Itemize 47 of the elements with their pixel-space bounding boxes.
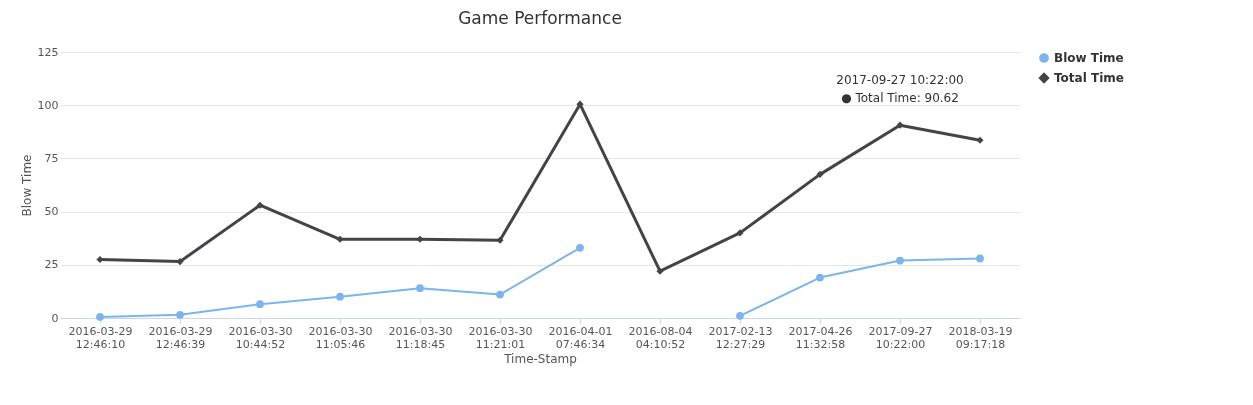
y-tick-label: 0 <box>51 311 59 325</box>
y-tick-label: 25 <box>44 258 59 272</box>
y-tick-label: 50 <box>44 205 59 219</box>
point <box>256 201 264 209</box>
x-tick-label: 2016-04-01 07:46:34 <box>548 324 613 351</box>
point <box>336 235 344 243</box>
annotation: 2017-09-27 10:22:00 ● Total Time: 90.62 <box>836 73 964 106</box>
point <box>976 254 984 263</box>
point <box>576 100 584 108</box>
point <box>176 258 184 266</box>
point <box>496 290 504 299</box>
point <box>256 300 264 309</box>
point <box>576 243 584 252</box>
x-tick-label: 2017-09-27 10:22:00 <box>868 324 933 351</box>
x-tick-label: 2016-03-30 11:21:01 <box>468 324 533 351</box>
y-tick-label: 75 <box>44 151 59 165</box>
point <box>176 310 184 319</box>
point <box>896 256 904 265</box>
x-tick-label: 2016-03-29 12:46:10 <box>68 324 133 351</box>
point <box>336 292 344 301</box>
point <box>816 273 824 282</box>
legend-label: Blow Time <box>1054 51 1124 65</box>
point <box>896 121 904 129</box>
point <box>736 229 744 237</box>
y-tick-label: 100 <box>37 98 59 112</box>
x-tick-label: 2017-02-13 12:27:29 <box>708 324 773 351</box>
x-tick-label: 2016-08-04 04:10:52 <box>628 324 693 351</box>
chart-title: Game Performance <box>458 8 622 28</box>
legend-label: Total Time <box>1054 71 1124 85</box>
x-tick-label: 2016-03-29 12:46:39 <box>148 324 213 351</box>
x-tick-label: 2016-03-30 11:18:45 <box>388 324 453 351</box>
x-tick-label: 2017-04-26 11:32:58 <box>788 324 853 351</box>
y-tick-label: 125 <box>37 45 59 59</box>
x-tick-label: 2018-03-19 09:17:18 <box>948 324 1013 351</box>
y-axis-title: Blow Time <box>19 154 34 217</box>
point <box>96 255 104 264</box>
point <box>816 170 824 178</box>
x-tick-label: 2016-03-30 11:05:46 <box>308 324 373 351</box>
point <box>976 136 984 144</box>
point <box>656 267 664 275</box>
point <box>416 284 424 293</box>
point <box>416 235 424 243</box>
x-tick-label: 2016-03-30 10:44:52 <box>228 324 293 351</box>
point <box>736 312 744 320</box>
x-axis-title: Time-Stamp <box>503 351 577 366</box>
point <box>496 236 504 244</box>
point <box>96 313 104 321</box>
